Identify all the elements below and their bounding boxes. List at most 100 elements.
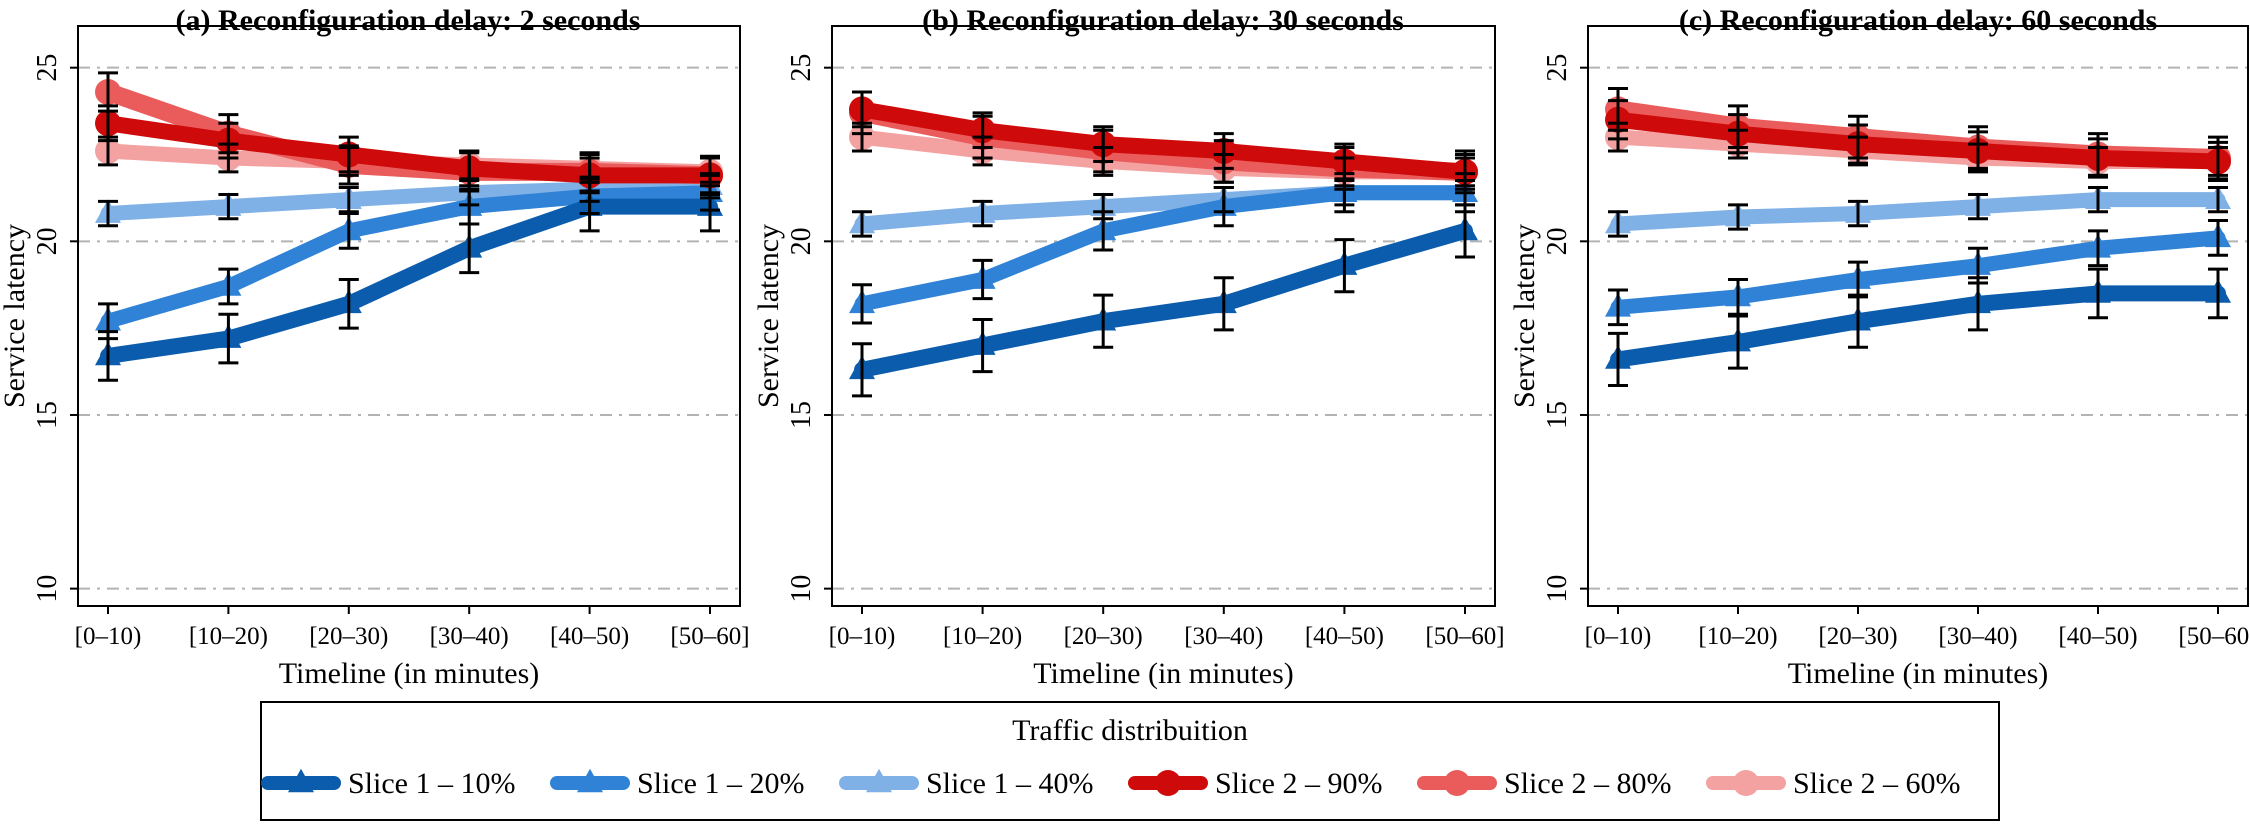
y-tick-label: 20 (786, 227, 817, 255)
x-tick-label: [20–30) (309, 623, 388, 650)
x-tick-label: [30–40) (1184, 623, 1263, 650)
error-bar (459, 149, 480, 188)
error-bar (1093, 293, 1114, 349)
error-bar (700, 156, 720, 195)
legend-label: Slice 1 – 40% (926, 767, 1093, 800)
series-line (854, 222, 1473, 378)
series-line (1610, 192, 2226, 232)
legend-item: Slice 1 – 20% (550, 767, 804, 800)
legend-marker (1444, 770, 1470, 796)
legend-item: Slice 2 – 80% (1417, 767, 1671, 800)
legend-label: Slice 1 – 10% (348, 767, 515, 800)
error-bar (852, 283, 872, 325)
error-bar (1968, 192, 1988, 221)
chart-panel-3: (c) Reconfiguration delay: 60 seconds 10 1… (1508, 4, 2250, 690)
error-bar (1848, 123, 1868, 165)
error-bar (1968, 276, 1988, 332)
y-tick-label: 25 (1542, 54, 1573, 82)
error-bar (972, 199, 993, 228)
y-axis-label: Service latency (0, 224, 31, 408)
x-tick-label: [50–60] (1425, 623, 1504, 650)
error-bar (1848, 293, 1868, 349)
legend-item: Slice 2 – 60% (1706, 767, 1960, 800)
error-bar (1608, 99, 1628, 141)
error-bar (459, 222, 480, 275)
series-line (100, 115, 718, 184)
error-bar (972, 111, 993, 150)
x-tick-label: [30–40) (1938, 623, 2017, 650)
x-tick-label: [0–10) (829, 623, 896, 650)
error-bar (2088, 267, 2108, 320)
x-axis-label: Timeline (in minutes) (279, 657, 540, 690)
error-bar (338, 212, 359, 250)
error-bar (1608, 288, 1628, 327)
x-tick-label: [40–50) (1305, 623, 1384, 650)
error-bar (218, 192, 239, 221)
legend-box (260, 701, 2000, 821)
x-axis-label: Timeline (in minutes) (1033, 657, 1294, 690)
x-tick-label: [10–20) (1698, 623, 1777, 650)
plot-frame (77, 25, 741, 607)
error-bar (579, 156, 600, 195)
error-bar (2088, 229, 2108, 268)
x-tick-label: [10–20) (943, 623, 1022, 650)
y-tick-label: 25 (32, 54, 63, 82)
error-bar (338, 135, 359, 174)
error-bar (852, 90, 872, 129)
error-bar (2208, 218, 2228, 257)
legend-items: Slice 1 – 10% Slice 1 – 20% Slice 1 – 40% S… (261, 767, 1960, 800)
error-bar (218, 121, 239, 160)
error-bar (218, 267, 239, 306)
error-bar (98, 104, 118, 143)
y-tick-label: 15 (786, 401, 817, 429)
legend-marker (577, 768, 603, 793)
legend-label: Slice 1 – 20% (637, 767, 804, 800)
error-bar (1968, 130, 1988, 172)
series-line (1610, 285, 2226, 368)
legend-item: Slice 2 – 90% (1128, 767, 1382, 800)
chart-panel-1: (a) Reconfiguration delay: 2 seconds 10 15… (0, 4, 750, 690)
x-tick-label: [40–50) (550, 623, 629, 650)
error-bar (1728, 113, 1748, 155)
series-line (854, 185, 1473, 312)
legend-title: Traffic distribuition (1012, 714, 1248, 747)
error-bar (338, 278, 359, 330)
legend-item: Slice 1 – 40% (839, 767, 1093, 800)
y-axis-label: Service latency (752, 224, 785, 408)
error-bar (1334, 142, 1355, 181)
error-bar (972, 258, 993, 301)
series-line (1610, 230, 2226, 315)
x-tick-label: [0–10) (1585, 623, 1652, 650)
y-tick-label: 10 (32, 575, 63, 603)
error-bar (218, 312, 239, 365)
error-bar (1213, 276, 1234, 332)
error-bar (98, 199, 118, 228)
x-tick-label: [30–40) (430, 623, 509, 650)
legend-marker (288, 768, 314, 793)
x-tick-label: [20–30) (1064, 623, 1143, 650)
error-bar (852, 342, 872, 398)
error-bar (1608, 331, 1628, 387)
plot-frame (831, 25, 1496, 607)
series-line (1610, 111, 2226, 170)
plot-frame (1587, 25, 2249, 607)
legend-label: Slice 2 – 90% (1215, 767, 1382, 800)
error-bar (1213, 132, 1234, 170)
error-bar (1608, 210, 1628, 238)
y-tick-label: 25 (786, 54, 817, 82)
legend-marker (1733, 770, 1759, 796)
x-tick-label: [50–60] (670, 623, 749, 650)
error-bar (1455, 203, 1475, 259)
y-tick-label: 10 (1542, 575, 1573, 603)
x-tick-label: [20–30) (1818, 623, 1897, 650)
error-bar (972, 317, 993, 374)
series-line (854, 101, 1473, 180)
error-bar (2088, 137, 2108, 179)
x-tick-label: [50–60] (2178, 623, 2250, 650)
x-tick-label: [40–50) (2058, 623, 2137, 650)
legend-label: Slice 2 – 60% (1793, 767, 1960, 800)
y-tick-label: 10 (786, 575, 817, 603)
y-tick-label: 20 (32, 227, 63, 255)
error-bar (2208, 267, 2228, 320)
